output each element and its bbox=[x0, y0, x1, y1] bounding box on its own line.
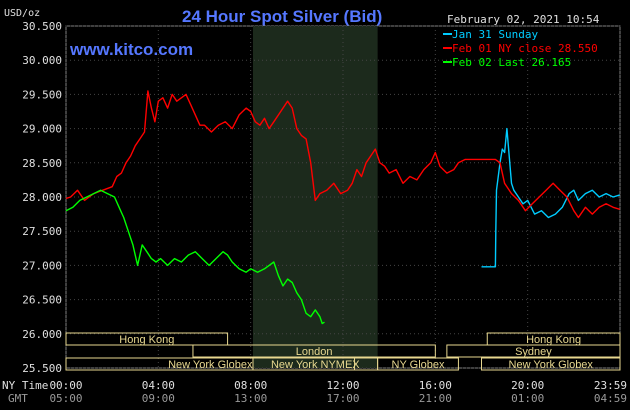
site-url: www.kitco.com bbox=[69, 40, 193, 59]
session-bar bbox=[192, 344, 436, 358]
y-tick-labels: 30.500 30.000 29.500 29.000 28.500 28.000 27.5… bbox=[22, 20, 62, 375]
session-label: New York Globex bbox=[168, 359, 253, 371]
y-tick-label: 29.000 bbox=[22, 123, 62, 136]
series-line-0 bbox=[481, 127, 621, 268]
x-tick-label-gmt: 17:00 bbox=[326, 392, 359, 405]
x-tick-label-ny: 12:00 bbox=[326, 379, 359, 392]
series-line-2 bbox=[65, 189, 325, 325]
unit-label: USD/oz bbox=[4, 8, 40, 19]
y-tick-label: 25.500 bbox=[22, 362, 62, 375]
x-tick-label-ny: 23:59 bbox=[594, 379, 627, 392]
session-label: London bbox=[296, 346, 333, 358]
chart-title: 24 Hour Spot Silver (Bid) bbox=[182, 7, 382, 26]
y-tick-label: 26.500 bbox=[22, 294, 62, 307]
session-bar bbox=[446, 344, 621, 358]
series-layer bbox=[65, 90, 621, 325]
y-tick-label: 28.500 bbox=[22, 157, 62, 170]
y-tick-label: 30.000 bbox=[22, 54, 62, 67]
y-tick-label: 28.000 bbox=[22, 191, 62, 204]
legend-entry: Feb 01 NY close 28.550 bbox=[452, 42, 598, 55]
session-label: Sydney bbox=[515, 346, 552, 358]
x-tick-label-gmt: 01:00 bbox=[511, 392, 544, 405]
session-label: Hong Kong bbox=[526, 334, 581, 346]
y-tick-label: 29.500 bbox=[22, 88, 62, 101]
trading-sessions: Hong Kong London New York Globex New York N… bbox=[65, 332, 621, 371]
legend-entry: Feb 02 Last 26.165 bbox=[452, 56, 571, 69]
y-tick-label: 27.500 bbox=[22, 225, 62, 238]
x-tick-label-gmt: 05:00 bbox=[49, 392, 82, 405]
x-tick-label-ny: 04:00 bbox=[142, 379, 175, 392]
ny-time-row-label: NY Time bbox=[2, 379, 48, 392]
date-label: February 02, 2021 10:54 bbox=[447, 13, 600, 26]
session-label: New York Globex bbox=[509, 359, 594, 371]
session-bar bbox=[377, 357, 459, 371]
session-label: NY Globex bbox=[392, 359, 445, 371]
x-tick-label-ny: 16:00 bbox=[419, 379, 452, 392]
session-label: Hong Kong bbox=[119, 334, 174, 346]
x-tick-label-gmt: 13:00 bbox=[234, 392, 267, 405]
y-tick-label: 27.000 bbox=[22, 259, 62, 272]
y-tick-label: 30.500 bbox=[22, 20, 62, 33]
x-tick-label-ny: 00:00 bbox=[49, 379, 82, 392]
session-bar bbox=[65, 332, 229, 346]
session-bar bbox=[65, 357, 356, 371]
session-label: New York NYMEX bbox=[271, 359, 360, 371]
x-tick-label-ny: 08:00 bbox=[234, 379, 267, 392]
x-tick-label-gmt: 21:00 bbox=[419, 392, 452, 405]
series-line-1 bbox=[65, 90, 621, 219]
session-bar bbox=[481, 357, 621, 371]
x-tick-label-gmt: 04:59 bbox=[594, 392, 627, 405]
legend-entry: Jan 31 Sunday bbox=[452, 28, 538, 41]
x-tick-label-gmt: 09:00 bbox=[142, 392, 175, 405]
x-tick-label-ny: 20:00 bbox=[511, 379, 544, 392]
gmt-row-label: GMT bbox=[8, 392, 28, 405]
y-tick-label: 26.000 bbox=[22, 328, 62, 341]
grid-lines bbox=[65, 25, 621, 369]
